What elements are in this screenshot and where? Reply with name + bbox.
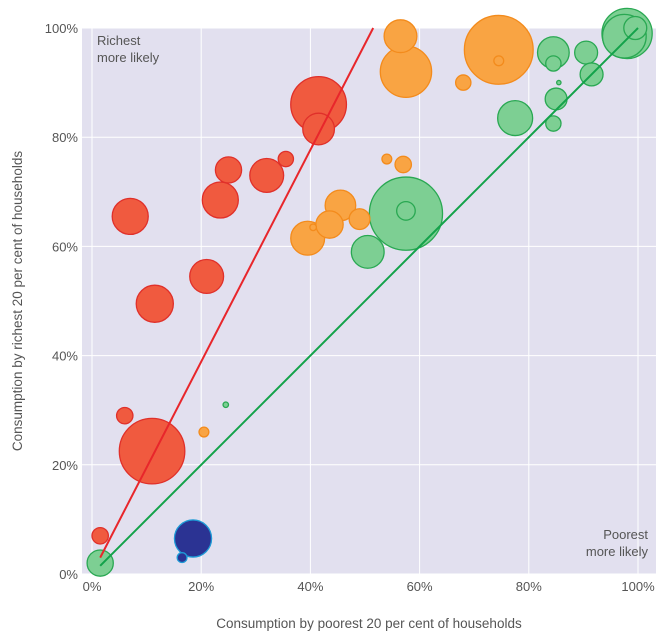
x-tick-label: 80% [516,579,542,594]
bubble-red [189,258,225,295]
x-tick-label: 20% [188,579,214,594]
bubbles [86,7,653,577]
trend-line-green [99,27,639,567]
bubble-red [201,181,239,219]
x-tick-labels: 0% 20% 40% 60% 80% 100% [83,579,655,594]
plot-background [82,28,656,574]
bubble-red [135,284,175,323]
bubble-orange [348,208,371,231]
annotation-richest-line2: more likely [97,50,160,65]
bubble-orange [381,153,393,165]
bubble-green [574,40,599,65]
bubble-green [545,55,562,72]
bubble-red [214,156,243,184]
bubble-orange [379,45,433,98]
bubble-red [115,406,134,425]
trend-lines [99,27,639,567]
bubble-orange [383,19,418,54]
bubble-green [396,200,416,221]
y-tick-label: 60% [52,239,78,254]
bubble-green [222,401,230,409]
bubble-green [86,549,114,577]
bubble-green [350,234,385,269]
bubble-orange [463,14,534,85]
bubble-red [111,197,149,236]
bubble-orange [454,74,472,91]
bubble-red [249,157,285,193]
x-tick-label: 60% [407,579,433,594]
annotation-poorest-line1: Poorest [603,527,648,542]
bubble-orange [198,426,210,438]
bubble-red [91,526,110,545]
bubble-green [623,15,648,41]
y-tick-labels: 0% 20% 40% 60% 80% 100% [45,21,79,582]
x-tick-label: 0% [83,579,102,594]
bubble-orange [493,55,505,67]
y-tick-label: 20% [52,458,78,473]
bubble-red [302,112,336,146]
x-tick-label: 100% [621,579,655,594]
bubble-blue [176,552,188,564]
bubble-green [544,87,568,111]
y-tick-label: 80% [52,130,78,145]
annotation-richest-line1: Richest [97,33,141,48]
bubble-red [277,150,295,168]
bubble-orange [315,210,344,239]
x-axis-label: Consumption by poorest 20 per cent of ho… [216,616,522,631]
y-tick-label: 40% [52,349,78,364]
bubble-orange [394,155,413,174]
bubble-green [545,115,562,132]
y-tick-label: 0% [59,567,78,582]
bubble-green [555,79,562,86]
y-tick-label: 100% [45,21,79,36]
bubble-red [118,417,186,485]
bubble-blue [173,519,213,558]
bubble-green [497,99,534,137]
x-tick-label: 40% [297,579,323,594]
bubble-orange [309,223,318,232]
annotation-poorest-line2: more likely [586,544,649,559]
y-axis-label: Consumption by richest 20 per cent of ho… [10,151,25,451]
trend-line-red [99,27,375,559]
